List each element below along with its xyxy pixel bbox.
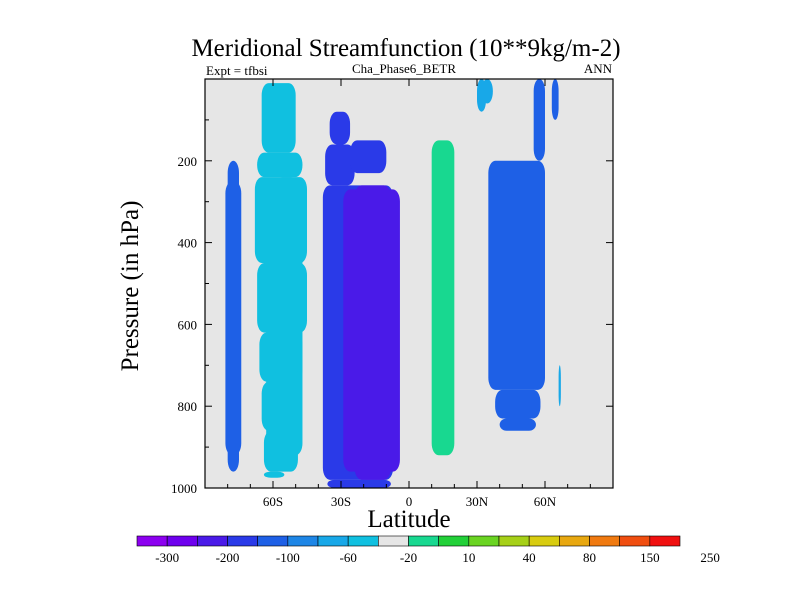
colorbar-label: 40 bbox=[523, 550, 536, 565]
colorbar-swatch bbox=[257, 535, 289, 547]
contour-region bbox=[436, 324, 453, 390]
contour-region bbox=[325, 144, 355, 186]
season-label: ANN bbox=[584, 61, 613, 76]
chart-title: Meridional Streamfunction (10**9kg/m-2) bbox=[191, 35, 620, 62]
colorbar-label: 10 bbox=[462, 550, 475, 565]
y-tick-label: 400 bbox=[178, 236, 198, 251]
contour-region bbox=[436, 201, 450, 243]
contour-region bbox=[431, 140, 455, 456]
contour-region bbox=[424, 481, 457, 486]
contour-fills bbox=[225, 79, 561, 488]
contour-region bbox=[488, 160, 545, 390]
contour-region bbox=[263, 471, 285, 478]
plot-area bbox=[204, 78, 614, 489]
colorbar-swatch bbox=[408, 535, 439, 547]
colorbar-swatch bbox=[347, 535, 379, 547]
colorbar-swatch bbox=[589, 535, 620, 547]
colorbar-label: -300 bbox=[155, 550, 179, 565]
contour-region bbox=[481, 79, 493, 104]
colorbar-swatch bbox=[197, 535, 228, 547]
cell-sh-hadley-core bbox=[343, 185, 400, 480]
colorbar: -300 -200 -100 -60 -20 10 40 80 150 250 bbox=[136, 535, 720, 565]
colorbar-label: -20 bbox=[400, 550, 417, 565]
y-tick-label: 600 bbox=[178, 317, 198, 332]
x-tick-label: 30S bbox=[331, 494, 351, 509]
colorbar-label: -200 bbox=[216, 550, 240, 565]
case-label: Cha_Phase6_BETR bbox=[352, 61, 456, 76]
cell-nh-polar-positive bbox=[477, 79, 561, 407]
y-tick-label: 800 bbox=[178, 399, 198, 414]
colorbar-label: -100 bbox=[276, 550, 300, 565]
contour-region bbox=[329, 111, 351, 145]
contour-region bbox=[499, 418, 536, 431]
contour-region bbox=[558, 365, 561, 407]
colorbar-swatch bbox=[559, 535, 590, 547]
colorbar-swatch bbox=[438, 535, 470, 547]
colorbar-label: 80 bbox=[583, 550, 596, 565]
colorbar-swatch bbox=[468, 535, 500, 547]
contour-region bbox=[261, 83, 296, 153]
colorbar-swatch bbox=[317, 535, 349, 547]
cell-nh-ferrel-negative bbox=[488, 79, 559, 431]
colorbar-swatch bbox=[227, 535, 258, 547]
colorbar-label: 150 bbox=[640, 550, 660, 565]
contour-region bbox=[273, 373, 296, 419]
colorbar-label: -60 bbox=[339, 550, 356, 565]
x-tick-label: 60N bbox=[534, 494, 557, 509]
x-tick-label: 0 bbox=[406, 494, 413, 509]
contour-region bbox=[420, 471, 462, 482]
contour-region bbox=[495, 389, 541, 419]
contour-region bbox=[363, 344, 380, 399]
contour-region bbox=[424, 101, 464, 129]
cell-sh-ferrel-core bbox=[270, 263, 301, 419]
contour-region bbox=[327, 479, 391, 488]
contour-region bbox=[533, 79, 545, 161]
y-tick-label: 1000 bbox=[171, 481, 197, 496]
contour-region bbox=[229, 250, 237, 415]
cell-nh-hadley-core bbox=[431, 140, 455, 456]
contour-region bbox=[257, 152, 303, 178]
colorbar-label: 250 bbox=[700, 550, 720, 565]
y-axis-label: Pressure (in hPa) bbox=[117, 201, 144, 372]
x-tick-label: 60S bbox=[263, 494, 283, 509]
y-axis-ticks: 200 400 600 800 1000 bbox=[171, 119, 613, 496]
contour-region bbox=[270, 263, 301, 374]
colorbar-swatch bbox=[649, 535, 681, 547]
colorbar-swatch bbox=[498, 535, 530, 547]
x-axis-label: Latitude bbox=[367, 506, 450, 533]
contour-region bbox=[551, 79, 559, 120]
y-tick-label: 200 bbox=[178, 154, 198, 169]
colorbar-swatch bbox=[378, 535, 409, 547]
x-axis-ticks: 60S 30S 0 30N 60N bbox=[227, 79, 591, 509]
colorbar-swatch bbox=[287, 535, 319, 547]
colorbar-swatch bbox=[528, 535, 560, 547]
colorbar-swatch bbox=[619, 535, 651, 547]
colorbar-swatch bbox=[136, 535, 168, 547]
experiment-label: Expt = tfbsi bbox=[206, 63, 268, 78]
x-tick-label: 30N bbox=[466, 494, 489, 509]
contour-region bbox=[354, 185, 391, 480]
colorbar-swatch bbox=[166, 535, 198, 547]
cell-sh-polar-negative bbox=[225, 160, 242, 472]
contour-region bbox=[350, 140, 387, 174]
